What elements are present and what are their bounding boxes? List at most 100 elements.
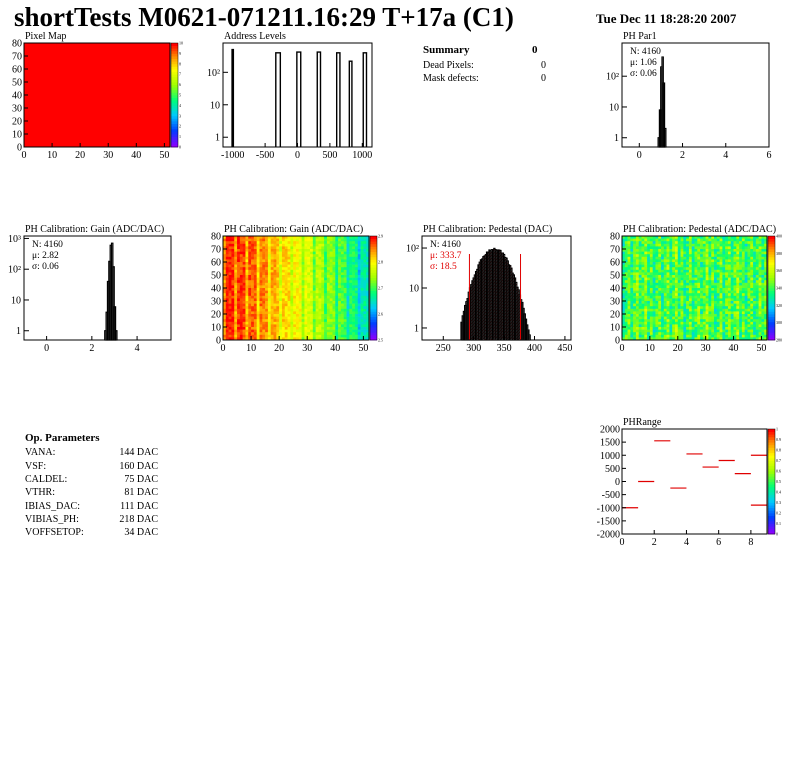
heatmap-cell <box>722 272 726 276</box>
heatmap-cell <box>688 303 693 307</box>
colorbar-cell <box>768 481 775 485</box>
heatmap-cell <box>644 308 648 312</box>
heatmap-cell <box>674 285 679 289</box>
heatmap-cell <box>652 314 656 317</box>
heatmap-cell <box>697 285 701 289</box>
heatmap-cell <box>719 285 723 289</box>
heatmap-cell <box>683 288 687 291</box>
heatmap-cell <box>622 241 626 245</box>
heatmap-cell <box>279 238 283 242</box>
heatmap-cell <box>683 277 687 281</box>
heatmap-cell <box>758 262 762 265</box>
heatmap-cell <box>725 308 729 312</box>
heatmap-cell <box>225 241 229 245</box>
heatmap-cell <box>267 246 272 250</box>
heatmap-cell <box>237 311 241 315</box>
heatmap-cell <box>225 238 229 242</box>
colorbar-cell <box>768 436 775 440</box>
heatmap-cell <box>747 334 751 338</box>
heatmap-cell <box>248 319 252 323</box>
heatmap-cell <box>655 306 659 310</box>
heatmap-cell <box>354 272 359 276</box>
heatmap-cell <box>750 269 754 273</box>
heatmap-cell <box>276 324 280 328</box>
heatmap-cell <box>307 249 311 252</box>
heatmap-cell <box>633 314 637 317</box>
heatmap-cell <box>225 290 229 294</box>
heatmap-cell <box>228 306 232 310</box>
heatmap-cell <box>736 301 740 304</box>
heatmap-cell <box>702 236 706 239</box>
heatmap-cell <box>649 301 653 304</box>
heatmap-cell <box>301 327 305 330</box>
heatmap-cell <box>761 259 765 263</box>
colorbar-cell <box>370 272 377 276</box>
heatmap-cell <box>253 319 257 323</box>
heatmap-cell <box>705 236 709 239</box>
heatmap-cell <box>312 277 316 281</box>
colorbar-tick-label: 0.6 <box>776 469 781 474</box>
heatmap-cell <box>298 295 302 299</box>
heatmap-cell <box>262 298 266 302</box>
heatmap-cell <box>223 288 227 291</box>
heatmap-cell <box>635 241 640 245</box>
heatmap-cell <box>340 254 345 258</box>
heatmap-cell <box>301 316 305 320</box>
heatmap-cell <box>725 298 729 302</box>
heatmap-cell <box>736 298 740 302</box>
heatmap-cell <box>680 308 684 312</box>
colorbar-cell <box>171 50 178 54</box>
heatmap-cell <box>352 267 356 271</box>
heatmap-cell <box>366 324 370 328</box>
heatmap-cell <box>326 334 330 338</box>
heatmap-cell <box>237 267 241 271</box>
heatmap-cell <box>627 308 631 312</box>
heatmap-cell <box>638 264 642 268</box>
heatmap-cell <box>310 308 314 312</box>
heatmap-cell <box>669 246 673 250</box>
heatmap-cell <box>697 311 701 315</box>
heatmap-cell <box>321 301 325 304</box>
y-tick-label: 1500 <box>600 438 620 449</box>
heatmap-cell <box>326 272 330 276</box>
heatmap-cell <box>298 334 302 338</box>
heatmap-cell <box>293 327 297 330</box>
heatmap-cell <box>276 306 280 310</box>
heatmap-cell <box>326 251 330 255</box>
heatmap-cell <box>764 269 768 273</box>
colorbar-cell <box>768 460 775 464</box>
heatmap-cell <box>307 264 311 268</box>
heatmap-cell <box>624 329 628 333</box>
heatmap-cell <box>705 332 709 336</box>
heatmap-cell <box>335 246 339 250</box>
heatmap-cell <box>273 267 277 271</box>
colorbar-tick-label: 2.9 <box>378 234 383 239</box>
heatmap-cell <box>733 277 737 281</box>
heatmap-cell <box>360 308 364 312</box>
heatmap-cell <box>702 285 706 289</box>
x-tick-label: 0 <box>295 150 300 161</box>
heatmap-cell <box>672 288 676 291</box>
heatmap-cell <box>223 321 227 325</box>
heatmap-cell <box>335 329 339 333</box>
heatmap-cell <box>245 316 249 320</box>
heatmap-cell <box>284 337 288 341</box>
heatmap-cell <box>335 316 339 320</box>
heatmap-cell <box>638 303 642 307</box>
heatmap-cell <box>627 249 631 252</box>
heatmap-cell <box>228 321 232 325</box>
heatmap-cell <box>722 262 726 265</box>
heatmap-cell <box>730 285 734 289</box>
heatmap-cell <box>661 288 665 291</box>
heatmap-cell <box>262 295 266 299</box>
heatmap-cell <box>338 238 342 242</box>
heatmap-cell <box>764 301 768 304</box>
heatmap-cell <box>725 337 729 341</box>
heatmap-cell <box>661 262 665 265</box>
colorbar-tick-label: 5 <box>179 93 181 98</box>
heatmap-cell <box>259 316 263 320</box>
heatmap-cell <box>716 337 720 341</box>
colorbar-cell <box>768 531 775 535</box>
heatmap-cell <box>747 308 751 312</box>
heatmap-cell <box>674 262 679 265</box>
